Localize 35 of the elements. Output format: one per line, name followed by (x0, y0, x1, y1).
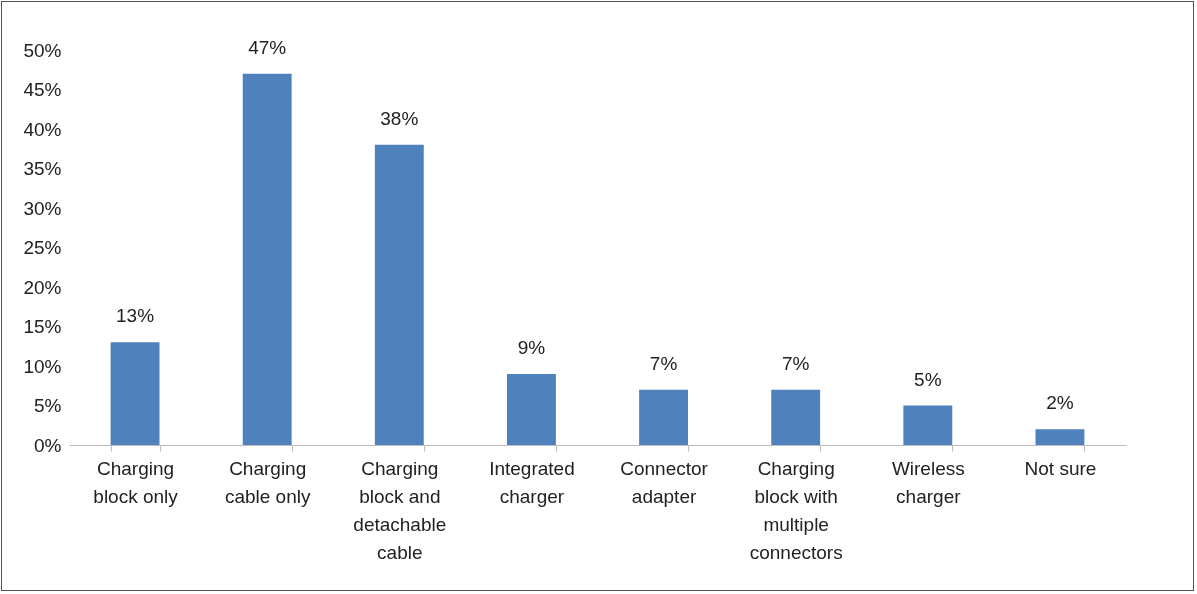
bar (110, 342, 160, 445)
bar (1035, 429, 1085, 445)
data-label: 38% (380, 107, 419, 129)
y-tick-label: 15% (23, 316, 62, 337)
data-label: 5% (914, 368, 942, 390)
x-tick-label: Not sure (1024, 457, 1097, 479)
y-tick-label: 35% (23, 158, 62, 179)
y-tick-label: 50% (23, 39, 62, 61)
y-tick-label: 40% (23, 118, 62, 140)
bar (903, 405, 953, 445)
data-label: 47% (248, 36, 287, 58)
y-tick-label: 0% (34, 434, 62, 456)
data-label: 2% (1046, 392, 1074, 414)
y-tick-label: 25% (23, 237, 62, 258)
bar (771, 389, 821, 445)
x-tick-label: Wireless charger (891, 457, 965, 507)
x-tick-label: Charging block and detachable cable (353, 457, 447, 563)
data-label: 7% (781, 352, 810, 374)
x-tick-label: Connector adapter (620, 457, 709, 507)
y-tick-label: 5% (34, 395, 62, 416)
bar (242, 73, 292, 445)
x-tick-label: Charging block with multiple connectors (749, 457, 843, 563)
y-tick-label: 45% (23, 79, 62, 100)
data-label: 13% (116, 305, 155, 327)
bar (374, 144, 424, 445)
y-tick-label: 10% (23, 355, 62, 377)
data-label: 9% (517, 336, 546, 358)
y-tick-label: 20% (23, 276, 62, 298)
bar (506, 373, 556, 445)
x-tick-label: Charging block only (93, 457, 179, 507)
x-tick-label: Integrated charger (489, 457, 575, 507)
bar (639, 389, 689, 445)
x-tick-label: Charging cable only (224, 457, 311, 507)
data-label: 7% (649, 352, 678, 374)
y-tick-label: 30% (23, 197, 62, 219)
